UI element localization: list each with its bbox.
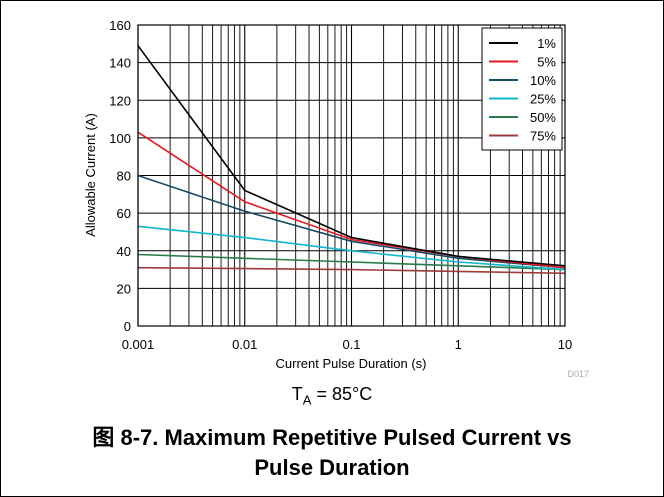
y-tick-label: 100 <box>109 131 131 146</box>
figure-caption: 图 8-7. Maximum Repetitive Pulsed Current… <box>0 423 664 483</box>
x-tick-label: 0.001 <box>122 337 155 352</box>
x-tick-labels: 0.001 0.01 0.1 1 10 <box>122 337 573 352</box>
legend-label: 1% <box>537 36 556 51</box>
series-line-10pct <box>137 174 566 269</box>
series-line-1pct <box>137 45 566 267</box>
pulsed-current-chart: 0 20 40 60 80 100 120 140 160 0.001 0.01 0.1 1 10 Cu… <box>83 18 589 379</box>
y-tick-label: 40 <box>117 244 131 259</box>
y-tick-labels: 0 20 40 60 80 100 120 140 160 <box>109 18 131 334</box>
condition-value: = 85°C <box>311 384 373 404</box>
legend-label: 50% <box>530 110 556 125</box>
condition-symbol: T <box>291 384 303 404</box>
legend-items: 1% 5% 10% 25% 50% 75% <box>489 36 556 144</box>
legend: 1% 5% 10% 25% 50% 75% <box>481 27 563 151</box>
legend-label: 75% <box>530 129 556 144</box>
y-axis-label: Allowable Current (A) <box>83 113 98 237</box>
y-tick-label: 160 <box>109 18 131 33</box>
x-tick-label: 0.1 <box>342 337 360 352</box>
series-line-25pct <box>137 225 566 271</box>
series-lines <box>137 45 566 275</box>
series-line-75pct <box>137 266 566 275</box>
y-tick-label: 0 <box>124 319 131 334</box>
caption-line-2: Pulse Duration <box>254 455 410 480</box>
y-tick-label: 140 <box>109 56 131 71</box>
legend-label: 10% <box>530 73 556 88</box>
x-tick-label: 10 <box>558 337 572 352</box>
legend-box <box>481 27 563 151</box>
legend-label: 25% <box>530 92 556 107</box>
test-condition: TA = 85°C <box>0 384 664 408</box>
y-tick-label: 60 <box>117 206 131 221</box>
x-tick-label: 0.01 <box>232 337 257 352</box>
x-tick-label: 1 <box>455 337 462 352</box>
x-axis-label: Current Pulse Duration (s) <box>276 356 427 371</box>
y-tick-label: 80 <box>117 169 131 184</box>
y-tick-label: 20 <box>117 281 131 296</box>
series-line-50pct <box>137 253 566 271</box>
legend-label: 5% <box>537 55 556 70</box>
y-tick-label: 120 <box>109 93 131 108</box>
condition-subscript: A <box>302 392 312 408</box>
chart-id: D017 <box>567 369 589 379</box>
plot-border <box>137 24 566 327</box>
caption-line-1: 图 8-7. Maximum Repetitive Pulsed Current… <box>92 425 572 450</box>
